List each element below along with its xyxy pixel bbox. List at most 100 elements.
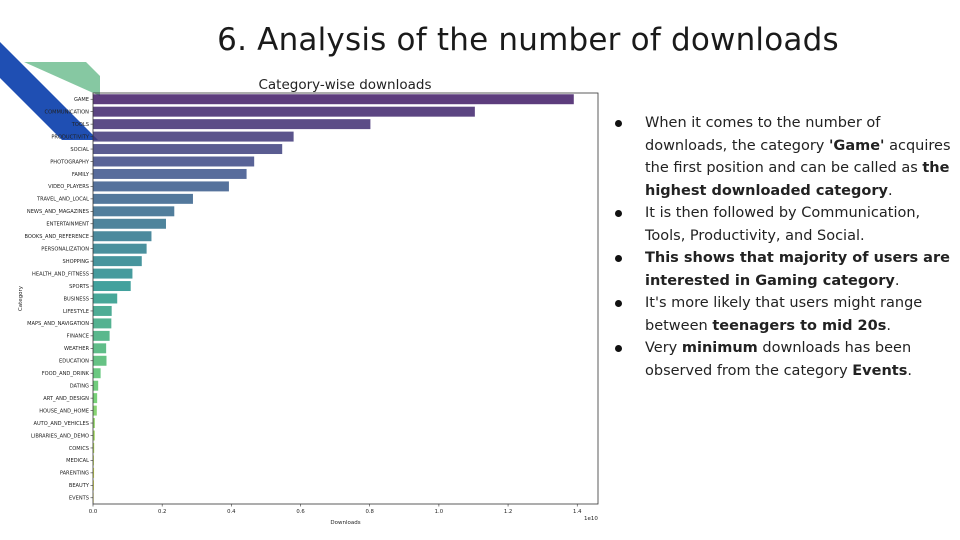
bullet-text: downloads has been observed from the cat… bbox=[645, 340, 912, 379]
x-tick-label: 1.2 bbox=[504, 509, 512, 515]
category-label: EDUCATION bbox=[59, 359, 89, 365]
bar-business bbox=[93, 293, 118, 304]
category-label: TOOLS bbox=[71, 122, 89, 128]
category-label: FAMILY bbox=[72, 172, 90, 178]
category-label: COMMUNICATION bbox=[45, 109, 90, 115]
category-label: HOUSE_AND_HOME bbox=[39, 408, 89, 414]
x-tick-label: 0.6 bbox=[296, 509, 305, 515]
bullet-text: . bbox=[907, 362, 912, 379]
bar-comics bbox=[93, 442, 95, 453]
category-label: SOCIAL bbox=[70, 147, 89, 153]
insight-bullet: Very minimum downloads has been observed… bbox=[612, 337, 952, 382]
bullet-text: It's more likely that users might range … bbox=[645, 295, 923, 334]
bullet-text: When it comes to the number of downloads… bbox=[645, 115, 881, 154]
y-axis-title: Category bbox=[18, 285, 24, 311]
bar-news-and-magazines bbox=[93, 206, 175, 217]
bar-education bbox=[93, 355, 107, 366]
category-label: DATING bbox=[70, 383, 89, 389]
insight-bullet: This shows that majority of users are in… bbox=[612, 247, 952, 292]
chart-bars bbox=[93, 94, 574, 503]
bullet-emphasis-text: minimum bbox=[681, 340, 758, 356]
x-tick-label: 0.2 bbox=[158, 509, 166, 515]
bar-entertainment bbox=[93, 218, 166, 229]
bullet-emphasis-text: 'Game' bbox=[828, 137, 885, 154]
bullet-text: It is then followed by Communication, To… bbox=[645, 205, 921, 244]
bar-travel-and-local bbox=[93, 193, 193, 204]
bar-shopping bbox=[93, 256, 142, 267]
category-labels: GAME COMMUNICATION TOOLS PRODUCTIVITY SOCIAL… bbox=[24, 97, 93, 502]
bar-social bbox=[93, 144, 283, 155]
bar-books-and-reference bbox=[93, 231, 152, 242]
category-label: MEDICAL bbox=[66, 458, 89, 464]
bullet-emphasis-text: the highest downloaded category bbox=[645, 160, 950, 199]
bar-productivity bbox=[93, 131, 294, 142]
corner-decoration bbox=[0, 42, 100, 140]
plot-frame bbox=[92, 92, 599, 505]
bar-personalization bbox=[93, 243, 147, 254]
bar-food-and-drink bbox=[93, 368, 101, 379]
insight-bullets: When it comes to the number of downloads… bbox=[612, 112, 952, 382]
category-label: LIBRARIES_AND_DEMO bbox=[31, 433, 89, 439]
bullet-text: . bbox=[887, 182, 893, 199]
bullet-emphasis-text: teenagers to mid 20s bbox=[712, 317, 887, 334]
bar-lifestyle bbox=[93, 305, 112, 316]
category-label: ENTERTAINMENT bbox=[46, 222, 89, 228]
insight-bullet: It is then followed by Communication, To… bbox=[612, 202, 952, 247]
bar-house-and-home bbox=[93, 405, 97, 416]
x-tick-label: 0.4 bbox=[227, 509, 236, 515]
category-label: PRODUCTIVITY bbox=[51, 134, 90, 140]
bar-libraries-and-demo bbox=[93, 430, 95, 441]
category-label: FINANCE bbox=[67, 334, 89, 340]
x-axis-title: Downloads bbox=[330, 520, 360, 526]
bar-video-players bbox=[93, 181, 229, 192]
category-label: NEWS_AND_MAGAZINES bbox=[27, 209, 89, 215]
category-label: LIFESTYLE bbox=[63, 309, 89, 315]
insight-bullet: It's more likely that users might range … bbox=[612, 292, 952, 337]
bullet-emphasis-text: Events bbox=[852, 362, 908, 379]
bar-medical bbox=[93, 455, 94, 466]
bar-dating bbox=[93, 380, 99, 391]
bar-maps-and-navigation bbox=[93, 318, 112, 329]
bar-health-and-fitness bbox=[93, 268, 133, 279]
category-label: BOOKS_AND_REFERENCE bbox=[24, 234, 89, 240]
bullet-text: Very bbox=[645, 340, 682, 356]
category-label: VIDEO_PLAYERS bbox=[48, 184, 89, 190]
bullet-text: . bbox=[886, 317, 891, 334]
bar-finance bbox=[93, 330, 110, 341]
category-label: PHOTOGRAPHY bbox=[50, 159, 90, 165]
category-label: WEATHER bbox=[64, 346, 90, 352]
bar-beauty bbox=[93, 480, 94, 491]
x-tick-label: 1.4 bbox=[573, 509, 582, 515]
chart-title: Category-wise downloads bbox=[258, 77, 431, 93]
bar-art-and-design bbox=[93, 393, 98, 404]
category-label: TRAVEL_AND_LOCAL bbox=[36, 197, 89, 203]
bar-communication bbox=[93, 106, 475, 117]
bar-photography bbox=[93, 156, 255, 167]
category-label: BEAUTY bbox=[69, 483, 90, 489]
bar-game bbox=[93, 94, 574, 105]
category-downloads-chart: Category-wise downloads GAME COMMUNICATIO… bbox=[18, 77, 599, 526]
category-label: EVENTS bbox=[69, 496, 89, 502]
category-label: PARENTING bbox=[60, 471, 89, 477]
x-axis-offset-label: 1e10 bbox=[584, 516, 598, 522]
slide-title: 6. Analysis of the number of downloads bbox=[217, 22, 839, 58]
category-label: AUTO_AND_VEHICLES bbox=[33, 421, 89, 427]
bar-tools bbox=[93, 119, 371, 130]
insight-bullet: When it comes to the number of downloads… bbox=[612, 112, 952, 202]
bar-parenting bbox=[93, 467, 95, 478]
x-tick-label: 1.0 bbox=[435, 509, 444, 515]
bar-auto-and-vehicles bbox=[93, 418, 95, 429]
category-label: SPORTS bbox=[69, 284, 89, 290]
category-label: BUSINESS bbox=[64, 296, 89, 302]
category-label: MAPS_AND_NAVIGATION bbox=[27, 321, 89, 327]
category-label: ART_AND_DESIGN bbox=[43, 396, 89, 402]
corner-green-stripe bbox=[24, 62, 100, 96]
category-label: HEALTH_AND_FITNESS bbox=[32, 271, 89, 277]
category-label: GAME bbox=[74, 97, 89, 103]
bar-family bbox=[93, 168, 247, 179]
x-tick-label: 0.0 bbox=[89, 509, 98, 515]
category-label: COMICS bbox=[69, 446, 89, 452]
bullet-text: acquires the first position and can be c… bbox=[645, 137, 951, 177]
category-label: SHOPPING bbox=[63, 259, 90, 265]
bar-weather bbox=[93, 343, 107, 354]
